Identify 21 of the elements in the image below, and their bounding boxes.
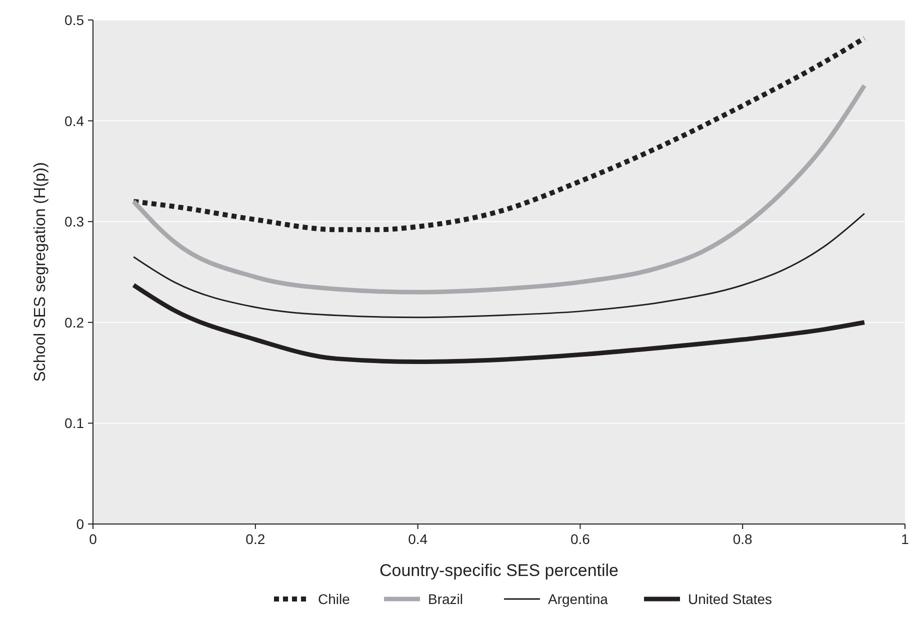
legend-label: Brazil [428,591,464,607]
x-axis-title: Country-specific SES percentile [379,561,619,580]
x-tick-label: 0 [89,531,98,547]
legend-label: United States [688,591,772,607]
y-tick-label: 0.4 [64,112,84,129]
y-tick-label: 0.2 [64,314,84,330]
line-series [132,212,866,318]
x-tick-label: 0.2 [246,531,266,547]
legend-label: Chile [318,591,350,607]
y-tick-label: 0.5 [64,12,84,28]
y-tick-label: 0 [76,516,84,532]
y-axis-title: School SES segregation (H(p)) [32,162,49,382]
y-tick-label: 0.3 [64,214,84,230]
legend-label: Argentina [548,591,608,607]
line-series [131,282,867,364]
line-series [131,83,867,294]
x-tick-label: 1 [901,531,910,547]
x-tick-label: 0.8 [732,531,753,547]
x-tick-label: 0.6 [570,531,590,547]
y-tick-label: 0.1 [64,415,84,432]
x-tick-label: 0.4 [408,531,428,547]
